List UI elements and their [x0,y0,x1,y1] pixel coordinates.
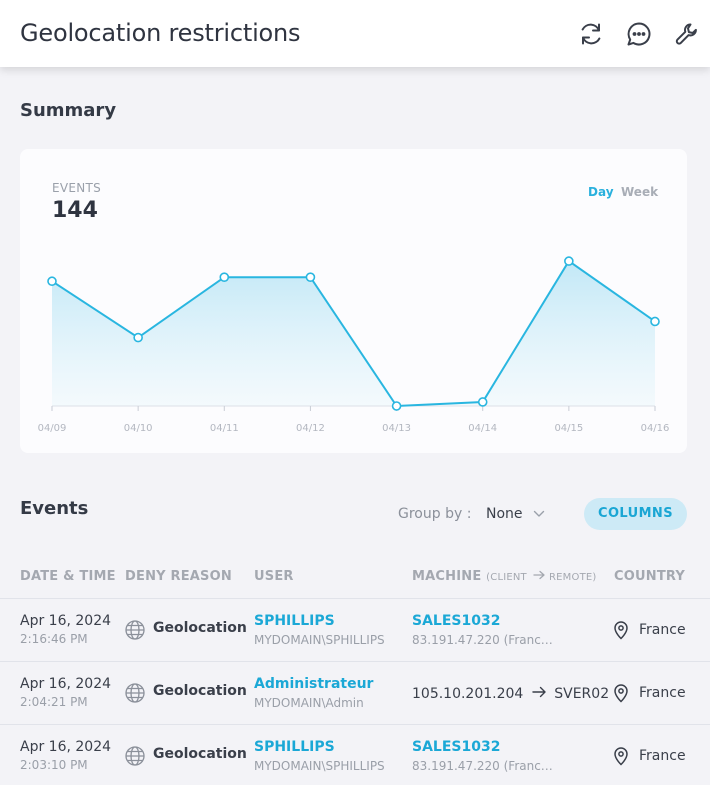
globe-icon [124,682,146,704]
chart-area-fill [52,261,655,406]
header-country[interactable]: COUNTRY [614,569,686,584]
chart-point [650,316,660,327]
location-pin-icon [612,620,630,640]
arrow-right-icon [532,570,549,583]
row-user-domain: MYDOMAIN\SPHILLIPS [254,633,385,647]
row-country: France [639,748,686,764]
refresh-icon[interactable] [577,20,605,48]
chart-x-tick-label: 04/10 [124,423,153,434]
events-label: EVENTS [52,181,102,195]
header-machine-client: (CLIENT [486,572,527,583]
chart-x-tick-label: 04/09 [38,423,67,434]
events-count: 144 [52,198,98,223]
chart-x-tick-label: 04/13 [382,423,411,434]
chart-point [133,332,143,343]
page-title: Geolocation restrictions [20,19,301,47]
summary-title: Summary [20,100,117,121]
columns-button[interactable]: COLUMNS [584,498,687,530]
row-machine-ip: 83.191.47.220 (Franc… [412,759,553,773]
chart-point [305,272,316,282]
chart-point [564,256,574,266]
location-pin-icon [612,746,630,766]
row-user-domain: MYDOMAIN\SPHILLIPS [254,759,385,773]
globe-icon [124,745,146,767]
row-country: France [639,685,686,701]
row-user-link[interactable]: SPHILLIPS [254,739,335,755]
app-header: Geolocation restrictions [0,0,710,67]
row-date: Apr 16, 2024 [20,676,112,692]
header-deny-reason[interactable]: DENY REASON [125,569,232,584]
row-machine-link[interactable]: SALES1032 [412,739,501,755]
row-date: Apr 16, 2024 [20,739,112,755]
chart-point [477,397,488,407]
row-user-domain: MYDOMAIN\Admin [254,696,364,710]
row-user-link[interactable]: Administrateur [254,676,374,692]
chevron-down-icon [533,506,545,522]
chart-point [219,272,230,282]
header-user[interactable]: USER [254,569,294,584]
chart-x-tick-label: 04/12 [296,423,325,434]
table-row[interactable]: Apr 16, 2024 2:04:21 PM Geolocation Admi… [0,661,710,724]
wrench-icon[interactable] [673,20,701,48]
chart-x-tick-label: 04/14 [468,423,497,434]
chart-x-tick-label: 04/15 [554,423,583,434]
arrow-right-icon [531,686,547,702]
row-date: Apr 16, 2024 [20,613,112,629]
row-time: 2:16:46 PM [20,632,88,646]
row-time: 2:03:10 PM [20,758,88,772]
chart-point [47,276,57,287]
row-client-ip: 105.10.201.204 [412,686,524,702]
events-title: Events [20,498,89,519]
header-machine-label: MACHINE [412,569,482,584]
toggle-day[interactable]: Day [588,185,614,199]
row-remote-machine: SVER02 [554,686,610,702]
chat-icon[interactable] [625,20,653,48]
header-machine-remote: REMOTE) [549,572,597,583]
chart-x-tick-label: 04/16 [641,423,670,434]
header-machine[interactable]: MACHINE (CLIENT REMOTE) [412,569,597,584]
events-line-chart: 04/09 04/10 04/11 04/12 04/13 04/14 04/15 04/16 [38,256,670,434]
row-deny-reason: Geolocation [153,620,247,636]
row-machine-ip: 83.191.47.220 (Franc… [412,633,553,647]
row-country: France [639,622,686,638]
group-by-label: Group by : [398,506,472,522]
group-by-value: None [486,506,523,522]
location-pin-icon [612,683,630,703]
events-chart-card: EVENTS 144 Day Week 04/09 04/10 04/11 04/12… [20,149,687,453]
row-user-link[interactable]: SPHILLIPS [254,613,335,629]
chart-series-line [51,259,656,408]
chart-x-tick-label: 04/11 [210,423,239,434]
row-machine-link[interactable]: SALES1032 [412,613,501,629]
group-by-dropdown[interactable]: None [486,506,545,522]
table-row[interactable]: Apr 16, 2024 2:16:46 PM Geolocation SPHI… [0,598,710,661]
toggle-week[interactable]: Week [621,185,659,199]
chart-point [391,401,402,411]
table-row[interactable]: Apr 16, 2024 2:03:10 PM Geolocation SPHI… [0,724,710,785]
row-deny-reason: Geolocation [153,683,247,699]
header-date-time[interactable]: DATE & TIME [20,569,116,584]
row-deny-reason: Geolocation [153,746,247,762]
globe-icon [124,619,146,641]
row-machine-connection: 105.10.201.204 SVER02 [412,686,609,702]
row-time: 2:04:21 PM [20,695,88,709]
